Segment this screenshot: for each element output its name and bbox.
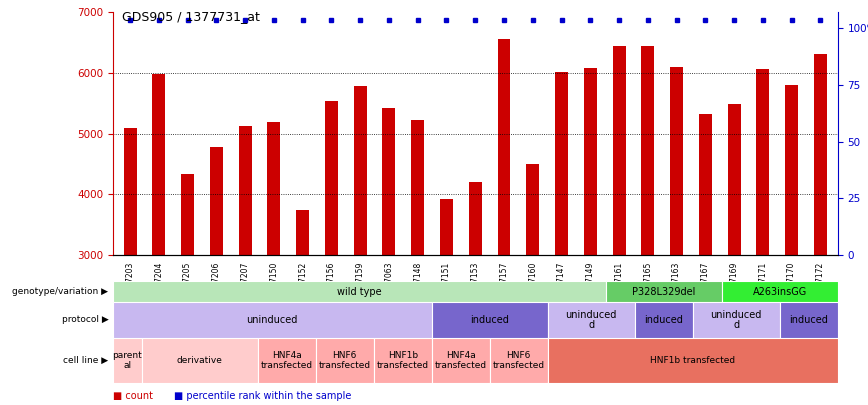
Bar: [431, 338, 490, 383]
Text: uninduced
d: uninduced d: [566, 309, 617, 330]
Bar: [548, 302, 635, 338]
Text: GDS905 / 1377731_at: GDS905 / 1377731_at: [122, 10, 260, 23]
Bar: [721, 281, 838, 302]
Bar: [181, 174, 194, 255]
Bar: [431, 302, 548, 338]
Text: HNF1b transfected: HNF1b transfected: [650, 356, 735, 365]
Text: parent
al: parent al: [113, 351, 142, 370]
Text: ■ count: ■ count: [113, 391, 153, 401]
Bar: [239, 126, 252, 255]
Text: P328L329del: P328L329del: [632, 287, 695, 296]
Bar: [123, 128, 136, 255]
Bar: [113, 281, 606, 302]
Bar: [606, 281, 721, 302]
Bar: [469, 182, 482, 255]
Bar: [613, 46, 626, 255]
Bar: [354, 86, 366, 255]
Text: wild type: wild type: [337, 287, 382, 296]
Bar: [267, 122, 280, 255]
Bar: [113, 338, 141, 383]
Bar: [497, 39, 510, 255]
Bar: [786, 85, 798, 255]
Bar: [526, 164, 539, 255]
Bar: [555, 72, 568, 255]
Bar: [727, 104, 740, 255]
Bar: [153, 74, 165, 255]
Bar: [584, 68, 596, 255]
Bar: [779, 302, 838, 338]
Bar: [258, 338, 316, 383]
Text: derivative: derivative: [177, 356, 223, 365]
Text: induced: induced: [470, 315, 510, 325]
Text: protocol ▶: protocol ▶: [62, 315, 108, 324]
Text: HNF4a
transfected: HNF4a transfected: [260, 351, 312, 370]
Bar: [440, 199, 453, 255]
Bar: [548, 338, 838, 383]
Bar: [325, 101, 338, 255]
Bar: [113, 302, 431, 338]
Bar: [635, 302, 693, 338]
Text: HNF4a
transfected: HNF4a transfected: [435, 351, 487, 370]
Bar: [693, 302, 779, 338]
Bar: [490, 338, 548, 383]
Text: HNF6
transfected: HNF6 transfected: [493, 351, 545, 370]
Text: uninduced
d: uninduced d: [711, 309, 762, 330]
Bar: [670, 67, 683, 255]
Bar: [641, 46, 654, 255]
Bar: [316, 338, 374, 383]
Bar: [814, 54, 827, 255]
Text: genotype/variation ▶: genotype/variation ▶: [12, 287, 108, 296]
Text: HNF1b
transfected: HNF1b transfected: [377, 351, 429, 370]
Bar: [383, 108, 396, 255]
Text: induced: induced: [644, 315, 683, 325]
Text: induced: induced: [789, 315, 828, 325]
Bar: [374, 338, 431, 383]
Text: HNF6
transfected: HNF6 transfected: [319, 351, 371, 370]
Text: A263insGG: A263insGG: [753, 287, 806, 296]
Text: cell line ▶: cell line ▶: [63, 356, 108, 365]
Bar: [699, 114, 712, 255]
Text: ■ percentile rank within the sample: ■ percentile rank within the sample: [174, 391, 351, 401]
Bar: [411, 120, 424, 255]
Bar: [141, 338, 258, 383]
Bar: [296, 210, 309, 255]
Bar: [210, 147, 223, 255]
Text: uninduced: uninduced: [247, 315, 298, 325]
Bar: [756, 69, 769, 255]
